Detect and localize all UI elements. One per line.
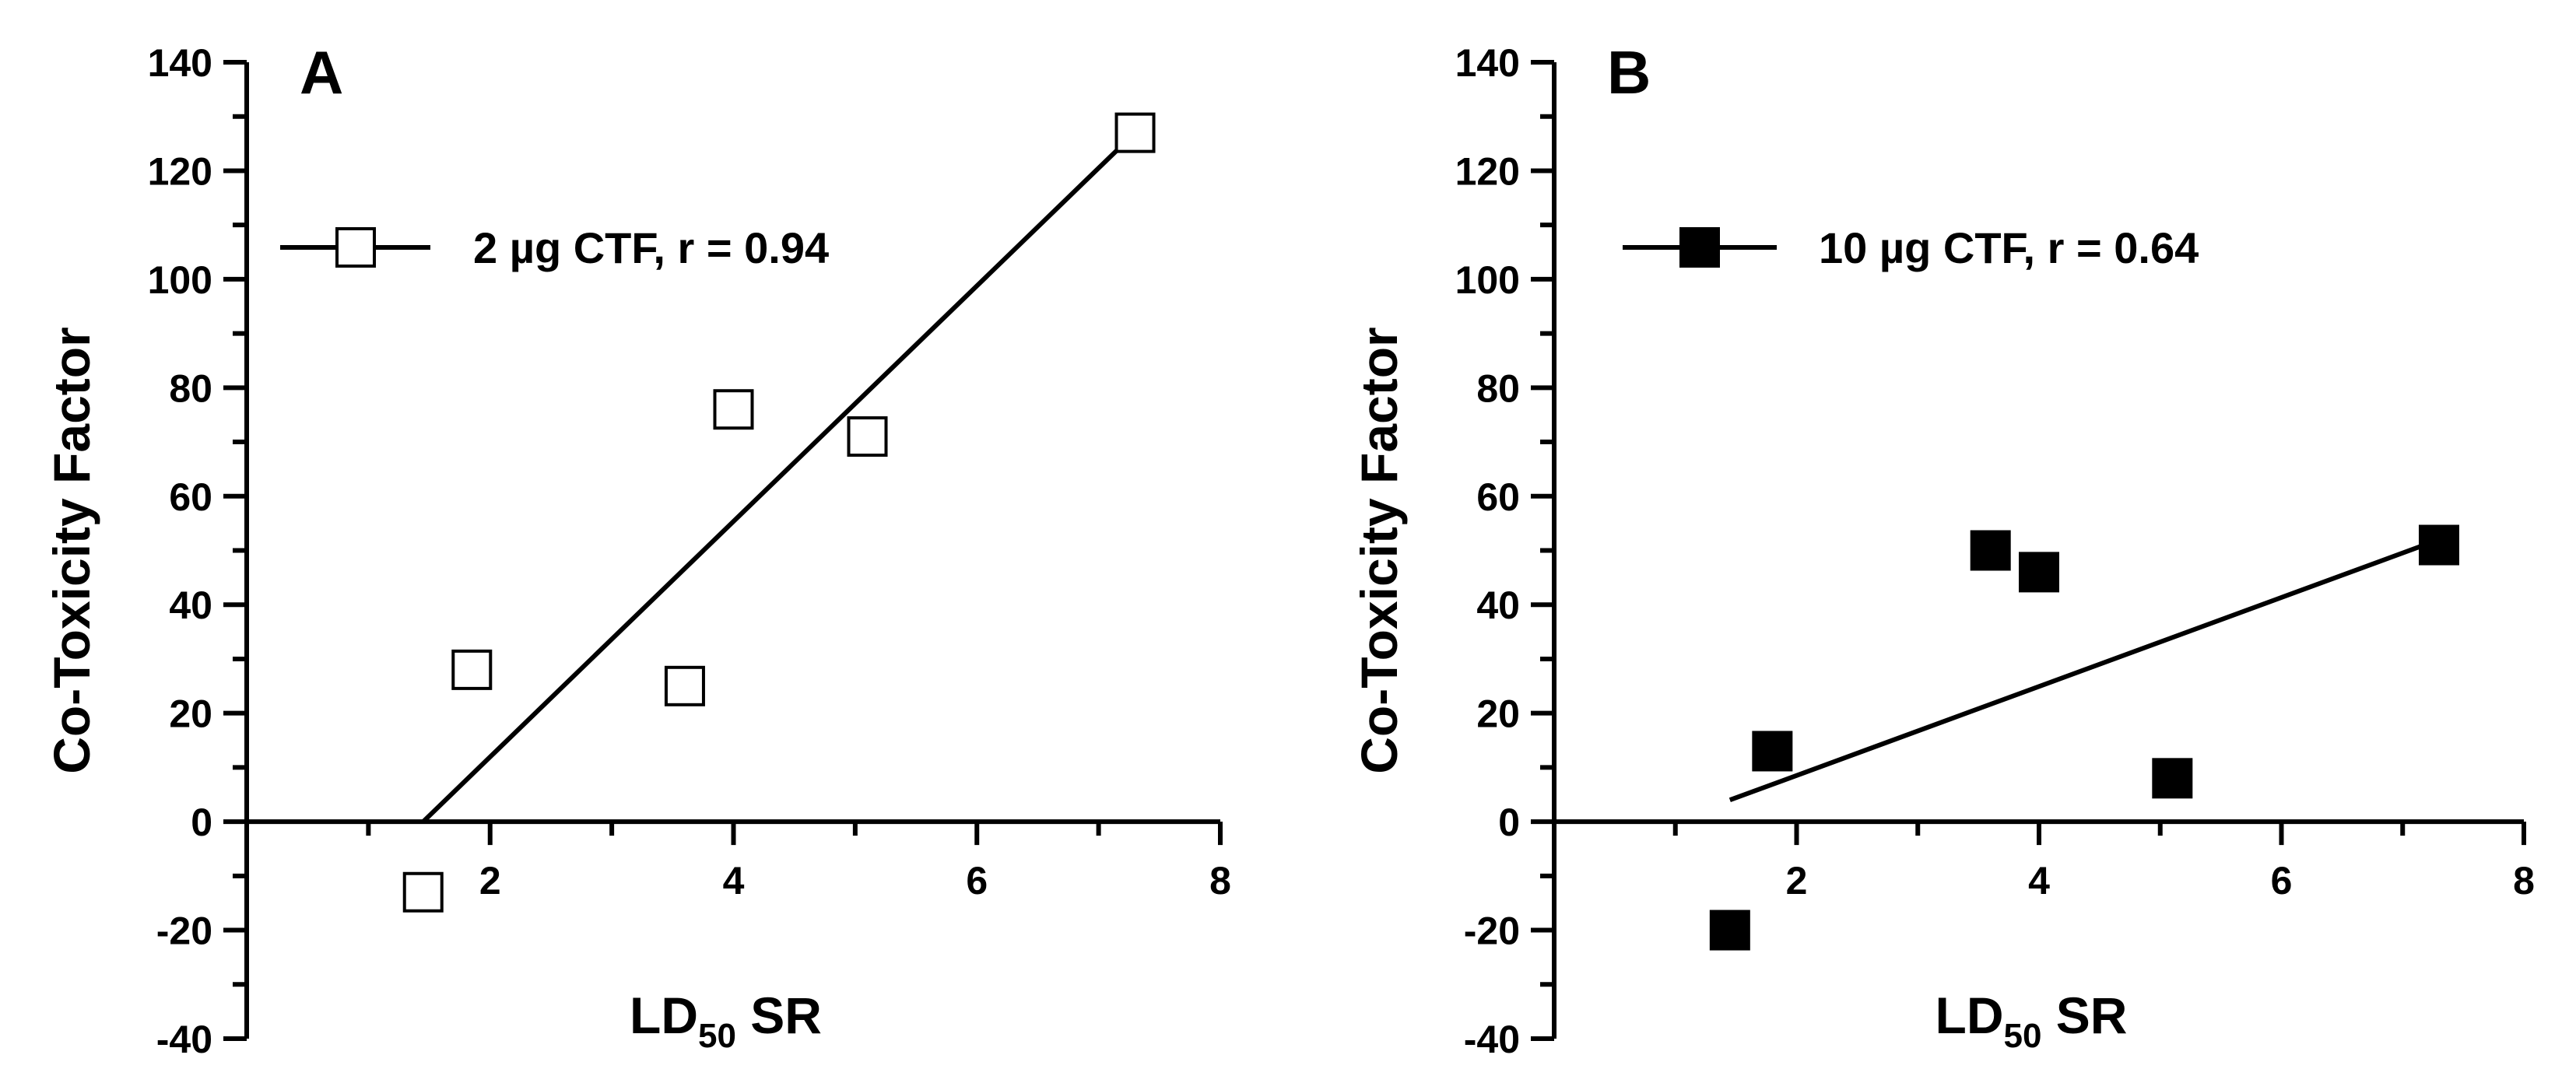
y-tick-label: 0 <box>191 801 212 844</box>
x-tick-label: 4 <box>2028 859 2050 902</box>
x-axis-title: LD50 SR <box>1936 987 2128 1055</box>
data-point <box>451 649 493 690</box>
y-tick-label: 140 <box>1455 41 1520 85</box>
x-axis-title-tail: SR <box>736 987 822 1044</box>
y-tick-label: 120 <box>1455 149 1520 193</box>
x-tick-label: 4 <box>723 859 745 902</box>
x-tick-label: 8 <box>2513 859 2535 902</box>
y-tick-label: -40 <box>1464 1018 1520 1061</box>
y-tick-label: 80 <box>169 366 212 410</box>
panel-a: -40 -20 0 20 40 60 80 100 120 140 2 4 6 8 A Co-Toxicity… <box>43 38 1231 1061</box>
x-axis-title-subscript: 50 <box>698 1017 736 1055</box>
data-point <box>664 665 705 706</box>
data-point <box>1709 910 1750 951</box>
data-point <box>2019 552 2059 593</box>
panel-b: -40 -20 0 20 40 60 80 100 120 140 2 4 6 8 B Co-Toxicity… <box>1350 38 2535 1061</box>
fit-line <box>1728 537 2441 803</box>
y-tick-label: 100 <box>1455 258 1520 302</box>
panel-letter: A <box>300 38 343 107</box>
data-point <box>2418 524 2459 566</box>
y-tick-label: 40 <box>169 584 212 627</box>
data-point <box>713 389 754 430</box>
data-point <box>847 416 888 457</box>
x-tick-label: 2 <box>1786 859 1808 902</box>
data-point <box>1114 112 1156 153</box>
y-tick-label: 120 <box>148 149 212 193</box>
legend-label: 10 µg CTF, r = 0.64 <box>1819 223 2199 272</box>
data-point <box>402 871 444 913</box>
x-axis-title-subscript: 50 <box>2004 1017 2042 1055</box>
y-tick-label: 0 <box>1498 801 1520 844</box>
x-axis-title-main: LD <box>630 987 698 1044</box>
y-tick-label: 20 <box>169 692 212 736</box>
legend-marker <box>335 227 376 268</box>
y-tick-label: 80 <box>1476 366 1520 410</box>
x-axis-title-main: LD <box>1936 987 2004 1044</box>
data-point <box>1970 530 2011 571</box>
legend-marker <box>1679 227 1720 268</box>
x-tick-label: 6 <box>966 859 988 902</box>
y-tick-label: -20 <box>156 910 212 953</box>
y-tick-label: 100 <box>148 258 212 302</box>
y-tick-label: 140 <box>148 41 212 85</box>
legend-label: 2 µg CTF, r = 0.94 <box>473 223 829 272</box>
fit-line <box>421 131 1137 824</box>
y-axis-title: Co-Toxicity Factor <box>43 327 100 774</box>
y-axis-title: Co-Toxicity Factor <box>1350 327 1408 774</box>
y-tick-label: 20 <box>1476 692 1520 736</box>
panel-letter: B <box>1607 38 1651 107</box>
data-point <box>1752 731 1793 772</box>
y-tick-label: -20 <box>1464 910 1520 953</box>
data-point <box>2152 758 2193 799</box>
x-tick-label: 6 <box>2271 859 2293 902</box>
x-axis-title: LD50 SR <box>630 987 822 1055</box>
y-tick-label: 40 <box>1476 584 1520 627</box>
y-tick-label: 60 <box>169 475 212 519</box>
y-tick-label: -40 <box>156 1018 212 1061</box>
x-axis-title-tail: SR <box>2041 987 2127 1044</box>
x-tick-label: 2 <box>479 859 501 902</box>
y-tick-label: 60 <box>1476 475 1520 519</box>
x-tick-label: 8 <box>1209 859 1231 902</box>
